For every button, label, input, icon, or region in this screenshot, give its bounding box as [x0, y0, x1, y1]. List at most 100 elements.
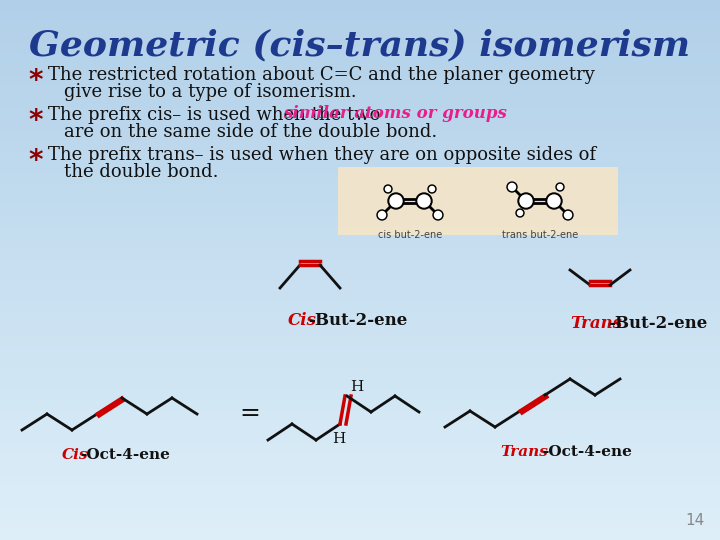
Bar: [0, 76, 720, 86]
Bar: [0, 162, 720, 173]
Text: 14: 14: [685, 513, 705, 528]
Text: cis but-2-ene: cis but-2-ene: [378, 230, 442, 240]
Text: H: H: [333, 432, 346, 446]
Text: *: *: [28, 67, 42, 95]
Text: The prefix trans– is used when they are on opposite sides of: The prefix trans– is used when they are …: [48, 146, 596, 164]
Circle shape: [516, 209, 524, 217]
Circle shape: [508, 184, 516, 191]
Bar: [0, 0, 720, 11]
Bar: [0, 270, 720, 281]
Circle shape: [388, 193, 404, 209]
Circle shape: [428, 185, 436, 193]
Circle shape: [548, 195, 560, 207]
Bar: [0, 335, 720, 346]
Text: Trans: Trans: [570, 315, 622, 332]
Bar: [0, 367, 720, 378]
Circle shape: [379, 212, 385, 219]
Bar: [0, 508, 720, 518]
Bar: [0, 432, 720, 443]
Circle shape: [518, 193, 534, 209]
Circle shape: [563, 210, 573, 220]
Text: =: =: [240, 401, 261, 425]
Text: Geometric (cis–trans) isomerism: Geometric (cis–trans) isomerism: [30, 28, 690, 62]
Circle shape: [518, 211, 523, 215]
Bar: [0, 227, 720, 238]
Bar: [0, 443, 720, 454]
Bar: [0, 43, 720, 54]
Bar: [0, 97, 720, 108]
Circle shape: [546, 193, 562, 209]
Text: Cis: Cis: [62, 448, 89, 462]
Bar: [0, 464, 720, 475]
Circle shape: [430, 186, 434, 192]
Text: similar atoms or groups: similar atoms or groups: [283, 105, 507, 122]
Bar: [0, 356, 720, 367]
Text: H: H: [351, 380, 364, 394]
Bar: [0, 65, 720, 76]
Circle shape: [434, 212, 441, 219]
Bar: [0, 11, 720, 22]
Bar: [0, 410, 720, 421]
Text: -But-2-ene: -But-2-ene: [608, 315, 707, 332]
Bar: [338, 167, 618, 235]
Bar: [0, 194, 720, 205]
Text: -Oct-4-ene: -Oct-4-ene: [542, 445, 632, 459]
Bar: [0, 497, 720, 508]
Bar: [0, 216, 720, 227]
Bar: [0, 378, 720, 389]
Circle shape: [507, 182, 517, 192]
Bar: [0, 346, 720, 356]
Bar: [0, 22, 720, 32]
Bar: [0, 173, 720, 184]
Bar: [0, 248, 720, 259]
Circle shape: [390, 195, 402, 207]
Bar: [0, 86, 720, 97]
Text: Trans: Trans: [500, 445, 548, 459]
Bar: [0, 238, 720, 248]
Circle shape: [556, 183, 564, 191]
Bar: [0, 302, 720, 313]
Bar: [0, 389, 720, 400]
Bar: [0, 130, 720, 140]
Text: The prefix cis– is used when the two: The prefix cis– is used when the two: [48, 106, 386, 124]
Circle shape: [433, 210, 443, 220]
Bar: [0, 119, 720, 130]
Bar: [0, 281, 720, 292]
Text: -But-2-ene: -But-2-ene: [308, 312, 408, 329]
Circle shape: [385, 186, 390, 192]
Circle shape: [418, 195, 430, 207]
Circle shape: [384, 185, 392, 193]
Text: *: *: [28, 147, 42, 175]
Circle shape: [377, 210, 387, 220]
Text: the double bond.: the double bond.: [64, 163, 218, 181]
Text: are on the same side of the double bond.: are on the same side of the double bond.: [64, 123, 437, 141]
Bar: [0, 475, 720, 486]
Circle shape: [520, 195, 532, 207]
Bar: [0, 324, 720, 335]
Text: Cis: Cis: [288, 312, 317, 329]
Bar: [0, 454, 720, 464]
Circle shape: [564, 212, 572, 219]
Bar: [0, 518, 720, 529]
Bar: [0, 151, 720, 162]
Text: -Oct-4-ene: -Oct-4-ene: [80, 448, 170, 462]
Bar: [0, 205, 720, 216]
Circle shape: [557, 185, 562, 190]
Bar: [0, 529, 720, 540]
Bar: [0, 54, 720, 65]
Bar: [0, 313, 720, 324]
Bar: [0, 486, 720, 497]
Bar: [0, 140, 720, 151]
Bar: [0, 292, 720, 302]
Circle shape: [416, 193, 432, 209]
Bar: [0, 32, 720, 43]
Text: trans but-2-ene: trans but-2-ene: [502, 230, 578, 240]
Bar: [0, 400, 720, 410]
Bar: [0, 259, 720, 270]
Text: give rise to a type of isomerism.: give rise to a type of isomerism.: [64, 83, 356, 101]
Bar: [0, 184, 720, 194]
Bar: [0, 108, 720, 119]
Text: The restricted rotation about C=C and the planer geometry: The restricted rotation about C=C and th…: [48, 66, 595, 84]
Bar: [0, 421, 720, 432]
Text: *: *: [28, 107, 42, 135]
